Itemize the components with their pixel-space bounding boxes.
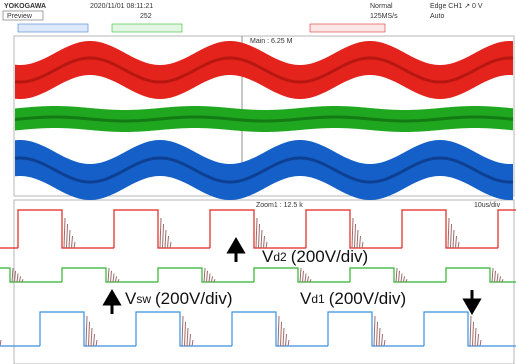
mode: Preview: [7, 13, 33, 20]
timebase: 10us/div: [474, 202, 501, 209]
ch-label-green: [112, 24, 182, 32]
ch-label-blue: [18, 24, 88, 32]
annotation-vsw: Vsw(200V/div): [125, 289, 233, 308]
annotation-vd1: Vd1(200V/div): [300, 289, 406, 308]
trigger: Edge CH1 ↗ 0 V: [430, 3, 483, 10]
page: {"header": {"brand": "YOKOGAWA", "dateti…: [0, 0, 516, 364]
brand: YOKOGAWA: [4, 3, 46, 10]
main-label: Main : 6.25 M: [250, 38, 293, 45]
zoom-label: Zoom1 : 12.5 k: [256, 202, 303, 209]
scope-screenshot: YOKOGAWA 2020/11/01 08:11:21 Preview 252…: [0, 0, 516, 364]
trigger-mode: Auto: [430, 13, 445, 20]
count: 252: [140, 13, 152, 20]
datetime: 2020/11/01 08:11:21: [90, 3, 153, 10]
ch-label-red: [310, 24, 385, 32]
acquisition: Normal: [370, 3, 393, 10]
sample-rate: 125MS/s: [370, 13, 398, 20]
annotation-vd2: Vd2(200V/div): [262, 247, 368, 266]
